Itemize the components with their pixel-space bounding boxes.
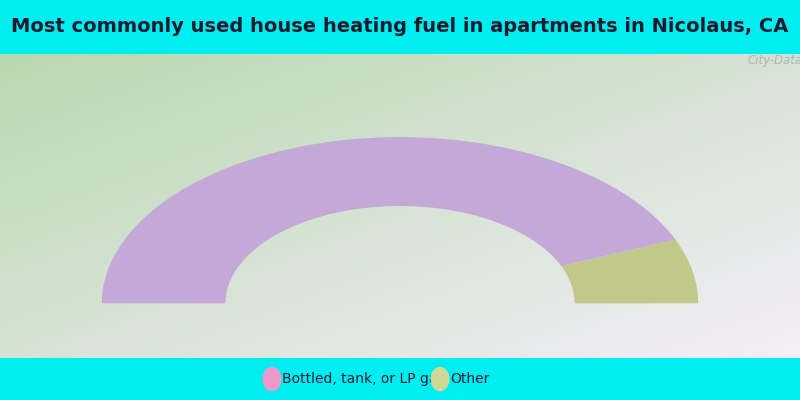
Ellipse shape xyxy=(431,368,449,390)
Wedge shape xyxy=(102,137,675,303)
Text: Most commonly used house heating fuel in apartments in Nicolaus, CA: Most commonly used house heating fuel in… xyxy=(11,18,789,36)
Wedge shape xyxy=(562,240,698,303)
Ellipse shape xyxy=(263,368,281,390)
Text: Other: Other xyxy=(450,372,490,386)
Text: Bottled, tank, or LP gas: Bottled, tank, or LP gas xyxy=(282,372,445,386)
Text: City-Data.com: City-Data.com xyxy=(748,54,800,67)
